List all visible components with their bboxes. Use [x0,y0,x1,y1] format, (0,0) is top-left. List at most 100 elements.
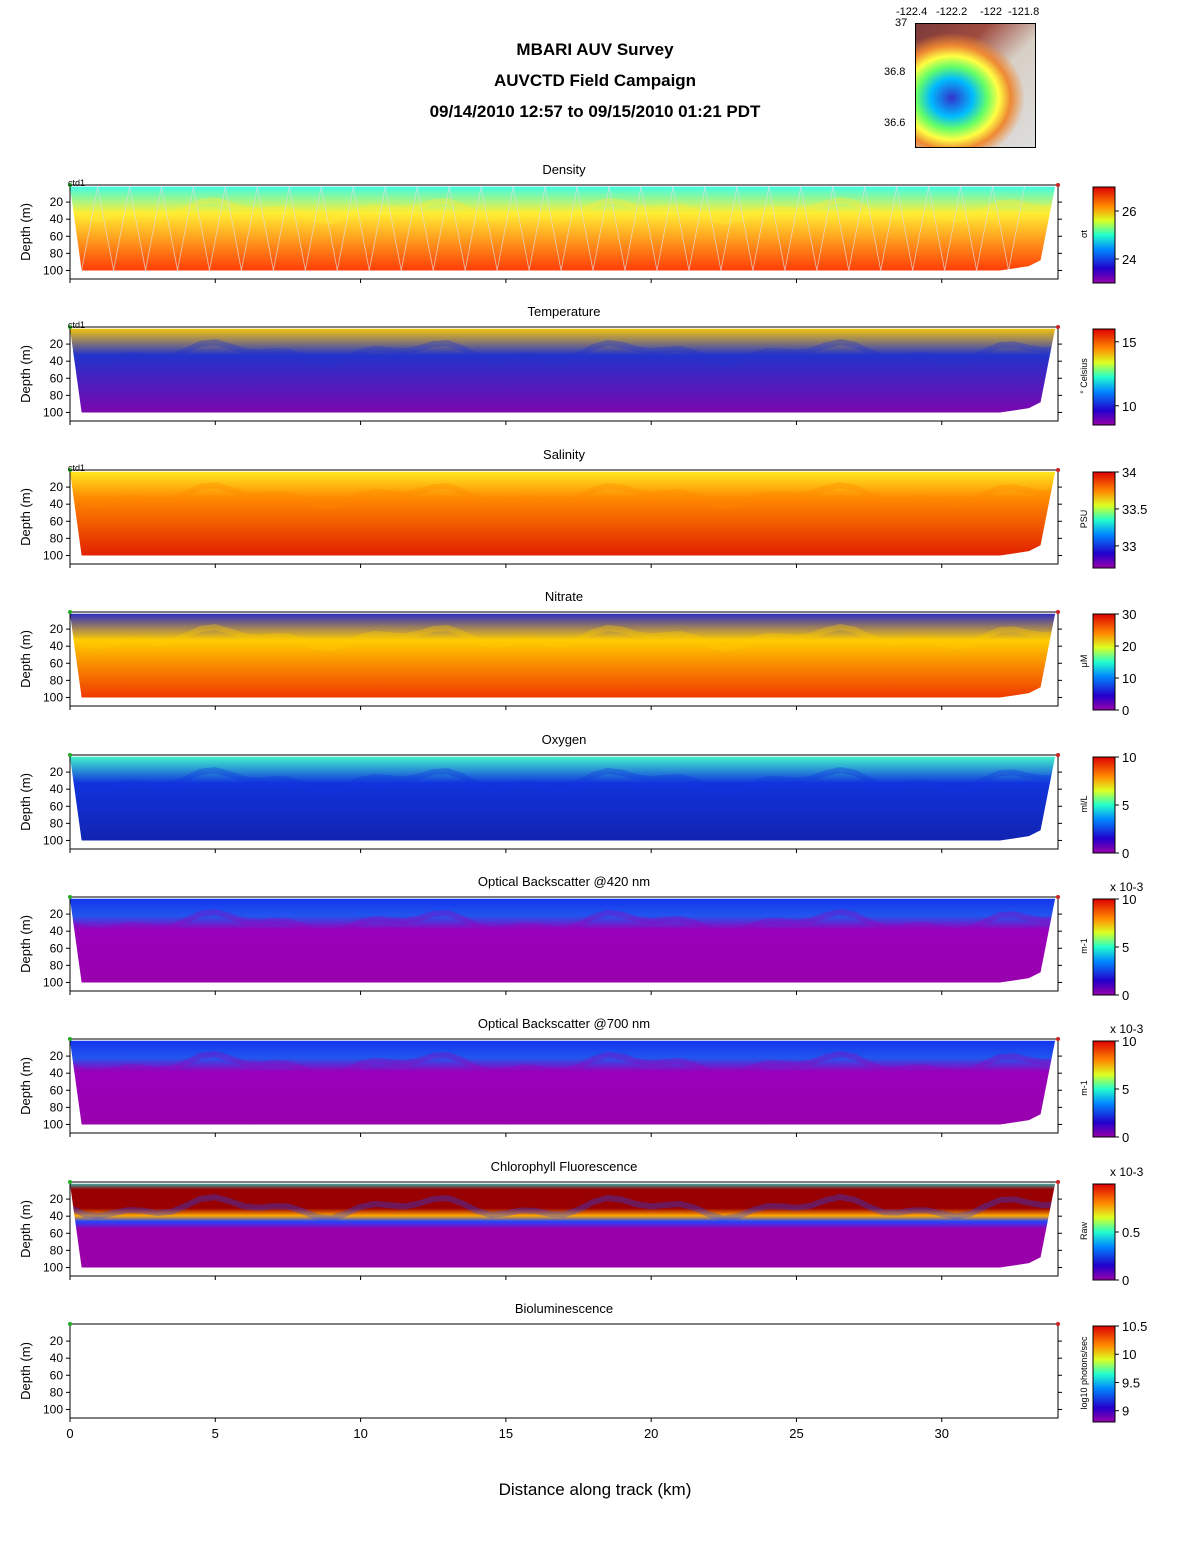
colorbar-tick-label: 33 [1122,539,1136,554]
colorbar-unit: log10 photons/sec [1079,1336,1089,1410]
start-marker [68,610,72,614]
colorbar-unit: ° Celsius [1079,358,1089,394]
inset-map [915,23,1036,148]
y-tick-label: 20 [50,1049,64,1063]
y-tick-label: 60 [50,799,64,813]
section-fill [70,186,1056,271]
end-marker [1056,1037,1060,1041]
panel-salinity: Salinity ctd1 20 40 60 80 100 Depth (m) 34 33.5 33… [18,447,1147,569]
x-tick-label: 20 [644,1426,658,1441]
y-tick-label: 80 [50,958,64,972]
y-tick-label: 60 [50,371,64,385]
x-tick-label: 30 [935,1426,949,1441]
colorbar-tick-label: 10 [1122,1034,1136,1049]
colorbar-scale: x 10-3 [1110,880,1144,894]
panel-oxygen: Oxygen 20 40 60 80 100 Depth (m) 10 5 0 ml/L [18,732,1136,861]
y-axis-label: Depth (m) [18,488,33,546]
start-marker [68,325,72,329]
colorbar [1092,756,1116,854]
x-tick-label: 15 [499,1426,513,1441]
end-marker [1056,468,1060,472]
colorbar-tick-label: 10 [1122,1347,1136,1362]
colorbar-unit: μM [1079,655,1089,668]
colorbar-tick-label: 34 [1122,465,1136,480]
panel-title: Optical Backscatter @700 nm [478,1016,650,1031]
colorbar-tick-label: 10 [1122,892,1136,907]
y-tick-label: 40 [50,212,64,226]
y-tick-label: 100 [43,690,63,704]
y-tick-label: 100 [43,405,63,419]
colorbar-tick-label: 0 [1122,846,1129,861]
start-marker [68,1322,72,1326]
section-fill [70,1183,1056,1268]
x-tick-label: 10 [353,1426,367,1441]
y-tick-label: 80 [50,1100,64,1114]
colorbar-tick-label: 0 [1122,703,1129,718]
y-axis-label: Depth (m) [18,773,33,831]
colorbar [1092,1325,1116,1423]
y-tick-label: 60 [50,1368,64,1382]
colorbar-tick-label: 5 [1122,940,1129,955]
y-tick-label: 40 [50,354,64,368]
panel-title: Bioluminescence [515,1301,613,1316]
start-marker [68,753,72,757]
panel-title: Optical Backscatter @420 nm [478,874,650,889]
end-marker [1056,895,1060,899]
y-tick-label: 80 [50,388,64,402]
y-tick-label: 100 [43,1402,63,1416]
colorbar-scale: x 10-3 [1110,1165,1144,1179]
map-lon-tick: -121.8 [1008,6,1040,18]
y-tick-label: 40 [50,639,64,653]
y-tick-label: 40 [50,1066,64,1080]
panel-title: Oxygen [542,732,587,747]
map-lat-tick: 36.6 [884,117,906,129]
panel-frame [69,469,1059,565]
colorbar-tick-label: 26 [1122,204,1136,219]
y-tick-label: 20 [50,622,64,636]
colorbar-tick-label: 10 [1122,671,1136,686]
campaign-title: AUVCTD Field Campaign [493,71,697,90]
y-axis-label: Depth (m) [18,1342,33,1400]
colorbar-tick-label: 24 [1122,252,1136,267]
colorbar-tick-label: 0 [1122,1273,1129,1288]
y-tick-label: 20 [50,1334,64,1348]
colorbar-unit: m-1 [1079,1080,1089,1096]
panel-temperature: Temperature ctd1 20 40 60 80 100 Depth (m) 15 10 °… [18,304,1136,426]
thermocline-band [70,338,1056,367]
section-fill [70,328,1056,413]
panel-frame [69,611,1059,707]
colorbar-tick-label: 0.5 [1122,1225,1140,1240]
x-tick-label: 25 [789,1426,803,1441]
section-fill [70,756,1056,841]
y-tick-label: 100 [43,1117,63,1131]
x-tick-label: 5 [212,1426,219,1441]
section-fill [70,898,1056,983]
colorbar [1092,328,1116,426]
start-marker [68,1037,72,1041]
y-tick-label: 60 [50,941,64,955]
colorbar [1092,898,1116,996]
y-tick-label: 80 [50,673,64,687]
thermocline-band [70,481,1056,510]
colorbar-tick-label: 33.5 [1122,502,1147,517]
thermocline-band [70,908,1056,937]
panel-frame [69,1038,1059,1134]
y-tick-label: 100 [43,1260,63,1274]
panel-frame [69,1181,1059,1277]
map-lon-tick: -122.4 [896,6,928,18]
colorbar-tick-label: 15 [1122,335,1136,350]
section-fill [70,1040,1056,1125]
y-tick-label: 80 [50,1243,64,1257]
start-marker [68,468,72,472]
panel-density: Density ctd1 20 40 60 80 100 Depth (m) 26 24 σt [18,162,1136,284]
panel-optical-backscatter-700-nm: Optical Backscatter @700 nm20406080100De… [18,1016,1144,1145]
colorbar-unit: m-1 [1079,938,1089,954]
x-tick-label: 0 [66,1426,73,1441]
x-axis-label: Distance along track (km) [498,1480,692,1499]
colorbar-tick-label: 10.5 [1122,1319,1147,1334]
start-marker [68,1180,72,1184]
colorbar-tick-label: 9.5 [1122,1375,1140,1390]
y-tick-label: 20 [50,337,64,351]
y-tick-label: 60 [50,656,64,670]
